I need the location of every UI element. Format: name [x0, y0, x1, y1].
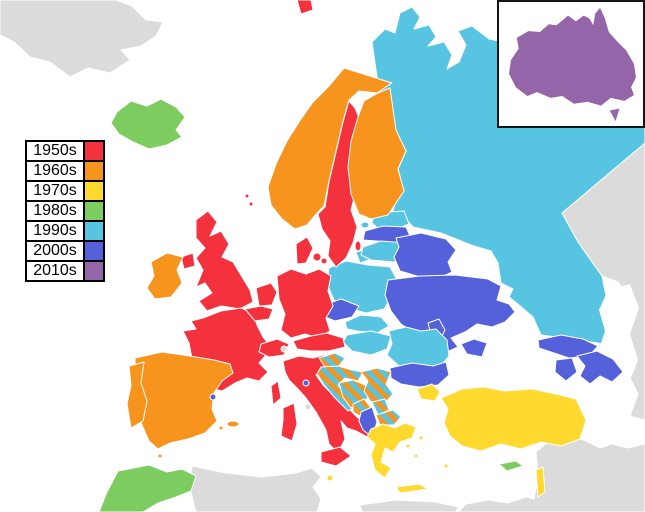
country-sardinia	[280, 402, 298, 442]
australia-inset	[497, 0, 645, 128]
australia-map	[509, 7, 636, 122]
country-san-marino	[302, 379, 310, 387]
country-liechtenstein	[280, 345, 288, 353]
country-crete	[395, 483, 429, 494]
legend-swatch	[83, 220, 105, 242]
country-northern-ireland	[180, 252, 196, 270]
country-saaremaa	[360, 221, 370, 229]
country-netherlands	[255, 282, 278, 307]
country-aegean-island2	[413, 453, 419, 459]
country-denmark-island2	[320, 257, 328, 265]
country-libya-strip	[359, 499, 459, 512]
country-ceuta	[157, 453, 163, 459]
country-vatican	[304, 403, 312, 411]
country-algeria-tunisia	[189, 465, 322, 512]
country-serbia	[360, 367, 394, 405]
country-arctic-island	[296, 0, 314, 15]
country-aegean-island3	[418, 435, 424, 441]
country-belarus	[393, 232, 457, 280]
caspian-sea	[597, 284, 639, 429]
country-andorra	[209, 393, 217, 401]
legend-swatch	[83, 200, 105, 222]
country-belgium	[244, 305, 274, 322]
country-morocco	[98, 464, 197, 512]
country-hungary	[342, 330, 392, 356]
country-bulgaria	[389, 361, 450, 388]
country-greece	[366, 422, 417, 479]
legend-row: 1960s	[25, 160, 105, 182]
legend-row: 1970s	[25, 180, 105, 202]
country-aegean-island	[405, 443, 411, 449]
country-iceland	[110, 98, 186, 150]
legend-swatch	[83, 260, 105, 282]
country-north-macedonia	[375, 409, 402, 426]
legend-row: 1980s	[25, 200, 105, 222]
country-malta	[326, 474, 334, 482]
country-australia	[609, 108, 620, 122]
country-shetland	[244, 193, 250, 199]
country-australia	[509, 7, 636, 106]
country-sicily	[320, 446, 352, 467]
country-balearic2	[218, 425, 224, 431]
country-austria	[292, 332, 346, 352]
legend-label: 2010s	[25, 260, 85, 282]
country-slovenia	[318, 352, 346, 368]
country-norway	[267, 67, 393, 230]
country-kosovo	[371, 398, 390, 416]
legend-label: 1950s	[25, 140, 85, 162]
legend-row: 2000s	[25, 240, 105, 262]
country-shetland2	[248, 201, 254, 207]
country-portugal	[126, 361, 148, 429]
legend-row: 1950s	[25, 140, 105, 162]
country-switzerland	[258, 338, 290, 358]
country-greenland	[0, 0, 164, 78]
country-denmark-island	[312, 252, 322, 262]
country-crimea	[460, 338, 488, 358]
country-turkey	[440, 386, 587, 452]
country-corsica	[270, 380, 282, 406]
legend-label: 1980s	[25, 200, 85, 222]
legend-label: 1970s	[25, 180, 85, 202]
legend-swatch	[83, 160, 105, 182]
country-cyprus	[498, 460, 524, 472]
legend-swatch	[83, 180, 105, 202]
legend: 1950s 1960s 1970s 1980s 1990s 2000s 2010s	[25, 140, 105, 282]
country-balearic	[226, 420, 240, 428]
legend-label: 2000s	[25, 240, 85, 262]
country-turkey-europe	[416, 383, 441, 402]
country-ireland	[146, 252, 184, 300]
legend-swatch	[83, 240, 105, 262]
legend-swatch	[83, 140, 105, 162]
country-germany	[276, 268, 334, 339]
legend-label: 1990s	[25, 220, 85, 242]
country-slovakia	[344, 314, 390, 334]
country-israel	[535, 466, 546, 498]
legend-row: 2010s	[25, 260, 105, 282]
country-azerbaijan	[576, 350, 624, 385]
country-romania	[386, 326, 450, 370]
country-armenia	[554, 357, 578, 382]
country-denmark	[295, 236, 314, 265]
country-spain	[134, 351, 234, 450]
legend-label: 1960s	[25, 160, 85, 182]
legend-row: 1990s	[25, 220, 105, 242]
country-rhodes	[443, 463, 449, 469]
country-finland	[347, 87, 407, 220]
country-uk	[195, 210, 254, 312]
country-gotland	[354, 240, 362, 252]
